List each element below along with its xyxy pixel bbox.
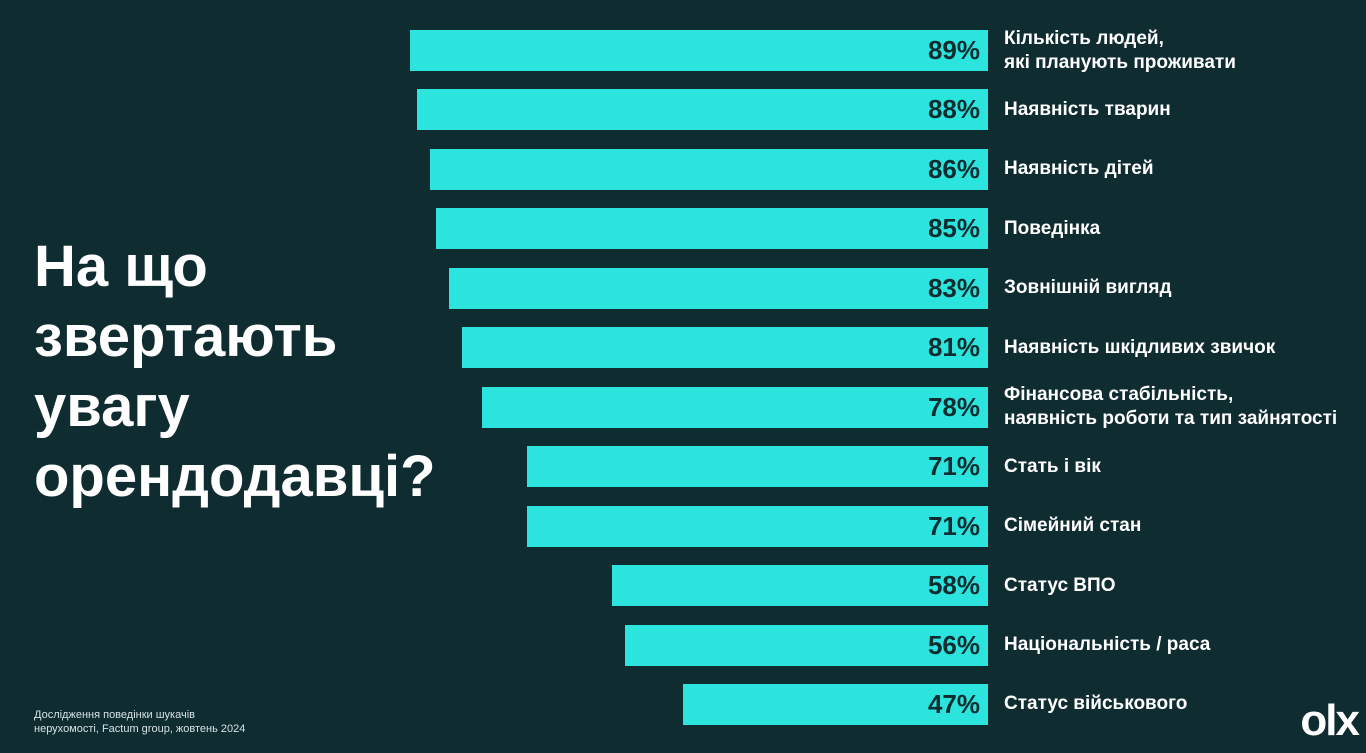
bar [462,327,988,369]
category-label: Сімейний стан [1004,515,1142,537]
category-label: Зовнішній вигляд [1004,277,1172,299]
bar [449,267,988,309]
bar [624,624,988,666]
category-label: Стать і вік [1004,455,1101,477]
value-label: 71% [927,510,980,541]
bar [410,30,988,71]
value-label: 81% [927,332,980,363]
bar [527,446,988,488]
category-label: Фінансова стабільність, наявність роботи… [1004,384,1338,430]
bar [611,565,988,607]
value-label: 47% [927,688,980,719]
category-label: Наявність тварин [1004,98,1171,120]
category-label: Кількість людей, які планують проживати [1004,27,1236,73]
category-label: Статус ВПО [1004,574,1116,596]
logo: olx [1300,696,1360,745]
category-label: Статус військового [1004,693,1188,715]
value-label: 83% [927,272,980,303]
bar [436,208,988,250]
value-label: 85% [927,213,980,244]
value-label: 78% [927,391,980,422]
value-label: 58% [927,570,980,601]
source-note: Дослідження поведінки шукачів нерухомост… [34,709,246,735]
bar [527,505,988,547]
bar [429,148,988,190]
category-label: Національність / раса [1004,634,1211,655]
value-label: 71% [927,451,980,482]
bar [416,89,988,131]
bar [481,386,988,428]
bar [682,683,988,725]
category-label: Поведінка [1004,217,1101,239]
category-label: Наявність дітей [1004,158,1154,180]
value-label: 86% [927,153,980,184]
value-label: 56% [927,629,980,660]
value-label: 89% [927,35,980,65]
category-label: Наявність шкідливих звичок [1004,336,1276,358]
chart-title: На що звертають увагу орендодавці? [34,234,436,509]
value-label: 88% [927,94,980,125]
